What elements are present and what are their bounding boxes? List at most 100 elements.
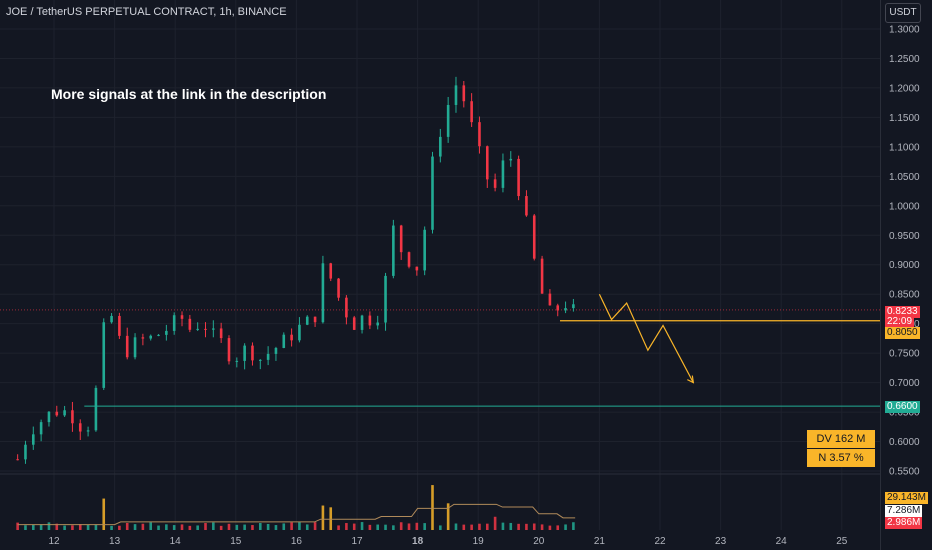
- candle-up: [258, 359, 262, 361]
- grid-lines: [0, 0, 881, 550]
- candle-up: [47, 411, 51, 423]
- candle-down: [16, 459, 19, 461]
- candle-down: [118, 315, 121, 336]
- volume-bar: [157, 525, 160, 530]
- candle-up: [360, 315, 364, 330]
- horizontal-levels: [0, 309, 880, 407]
- price-tick-label: 0.9000: [889, 260, 920, 271]
- volume-bar: [564, 524, 567, 530]
- candle-up: [157, 334, 160, 336]
- candle-up: [321, 263, 325, 323]
- candle-down: [55, 411, 59, 416]
- volume-bar: [188, 525, 192, 530]
- volume-bar: [282, 523, 286, 530]
- date-tick-label: 20: [533, 536, 545, 547]
- volume-bar: [376, 524, 380, 530]
- symbol-title: JOE / TetherUS PERPETUAL CONTRACT, 1h, B…: [6, 6, 287, 18]
- candle-down: [548, 293, 552, 306]
- volume-bars: [16, 485, 576, 530]
- projection-path: [598, 293, 695, 384]
- candle-up: [392, 225, 395, 276]
- date-tick-label: 16: [291, 536, 303, 547]
- candle-down: [485, 146, 489, 180]
- candle-up: [63, 410, 66, 416]
- volume-bar: [102, 498, 106, 530]
- price-tick-label: 1.3000: [889, 25, 920, 36]
- candle-down: [78, 423, 82, 432]
- date-tick-label: 23: [715, 536, 727, 547]
- volume-bar: [493, 516, 497, 530]
- last-price-tag: 0.8233: [885, 306, 920, 318]
- volume-bar: [368, 524, 372, 530]
- volume-bar: [360, 522, 364, 530]
- time-axis[interactable]: 12 13 14 15 16 17 18 19 20 21 22 23 24 25: [48, 536, 847, 547]
- volume-bar: [384, 524, 387, 530]
- volume-bar: [392, 525, 395, 530]
- volume-bar: [78, 524, 82, 530]
- candle-down: [329, 263, 333, 279]
- date-tick-label: 17: [351, 536, 363, 547]
- volume-bar: [258, 523, 262, 530]
- candle-up: [243, 345, 246, 361]
- candle-up: [282, 334, 286, 348]
- volume-bar: [118, 525, 121, 530]
- price-tick-label: 0.7000: [889, 378, 920, 389]
- volume-bar: [94, 524, 98, 530]
- volume-bar: [133, 524, 137, 530]
- candle-up: [86, 430, 90, 432]
- price-tick-label: 0.5500: [889, 467, 920, 478]
- candle-up: [31, 434, 35, 445]
- volume-bar: [509, 522, 513, 530]
- candle-up: [423, 229, 426, 271]
- resistance-price-tag: 0.8050: [885, 327, 920, 339]
- volume-bar: [470, 524, 473, 530]
- candle-down: [540, 258, 544, 294]
- volume-bar: [352, 523, 356, 530]
- candle-up: [172, 315, 176, 331]
- projection-arrowhead: [687, 375, 695, 384]
- candle-up: [235, 360, 239, 362]
- volume-bar: [415, 522, 419, 530]
- date-tick-label: 22: [654, 536, 666, 547]
- volume-bar: [517, 523, 520, 530]
- candle-up: [572, 304, 575, 309]
- candle-down: [188, 318, 192, 330]
- volume-bar: [16, 522, 19, 530]
- candle-down: [204, 328, 207, 330]
- volume-bar: [24, 525, 27, 530]
- candle-down: [290, 334, 293, 341]
- candle-down: [180, 315, 184, 319]
- date-tick-label: 25: [836, 536, 848, 547]
- signals-annotation: More signals at the link in the descript…: [51, 86, 327, 102]
- candle-up: [564, 308, 567, 311]
- price-tick-label: 1.2500: [889, 54, 920, 65]
- volume-bar: [243, 524, 246, 530]
- candle-down: [462, 85, 466, 102]
- volume-bar: [290, 522, 293, 530]
- volume-bar: [227, 523, 231, 530]
- volume-bar: [313, 522, 317, 530]
- countdown-tag: 22:09: [885, 316, 915, 328]
- currency-button[interactable]: USDT: [885, 3, 921, 23]
- volume-bar: [63, 525, 66, 530]
- candle-down: [141, 337, 145, 339]
- volume-bar: [110, 525, 113, 530]
- candle-down: [470, 101, 473, 123]
- volume-bar: [345, 523, 348, 530]
- candle-up: [454, 85, 458, 105]
- volume-bar: [141, 523, 145, 530]
- volume-bar: [47, 522, 51, 530]
- volume-bar: [305, 524, 309, 530]
- price-tick-label: 1.1500: [889, 113, 920, 124]
- volume-bar: [572, 522, 575, 530]
- candle-up: [149, 335, 153, 339]
- price-tick-label: 1.0000: [889, 201, 920, 212]
- price-tick-label: 0.8500: [889, 290, 920, 301]
- volume-bar: [180, 524, 184, 530]
- price-tick-label: 1.2000: [889, 83, 920, 94]
- volume-bar: [55, 523, 59, 530]
- date-tick-label: 19: [473, 536, 485, 547]
- volume-bar: [125, 522, 129, 530]
- volume-bar: [251, 525, 254, 530]
